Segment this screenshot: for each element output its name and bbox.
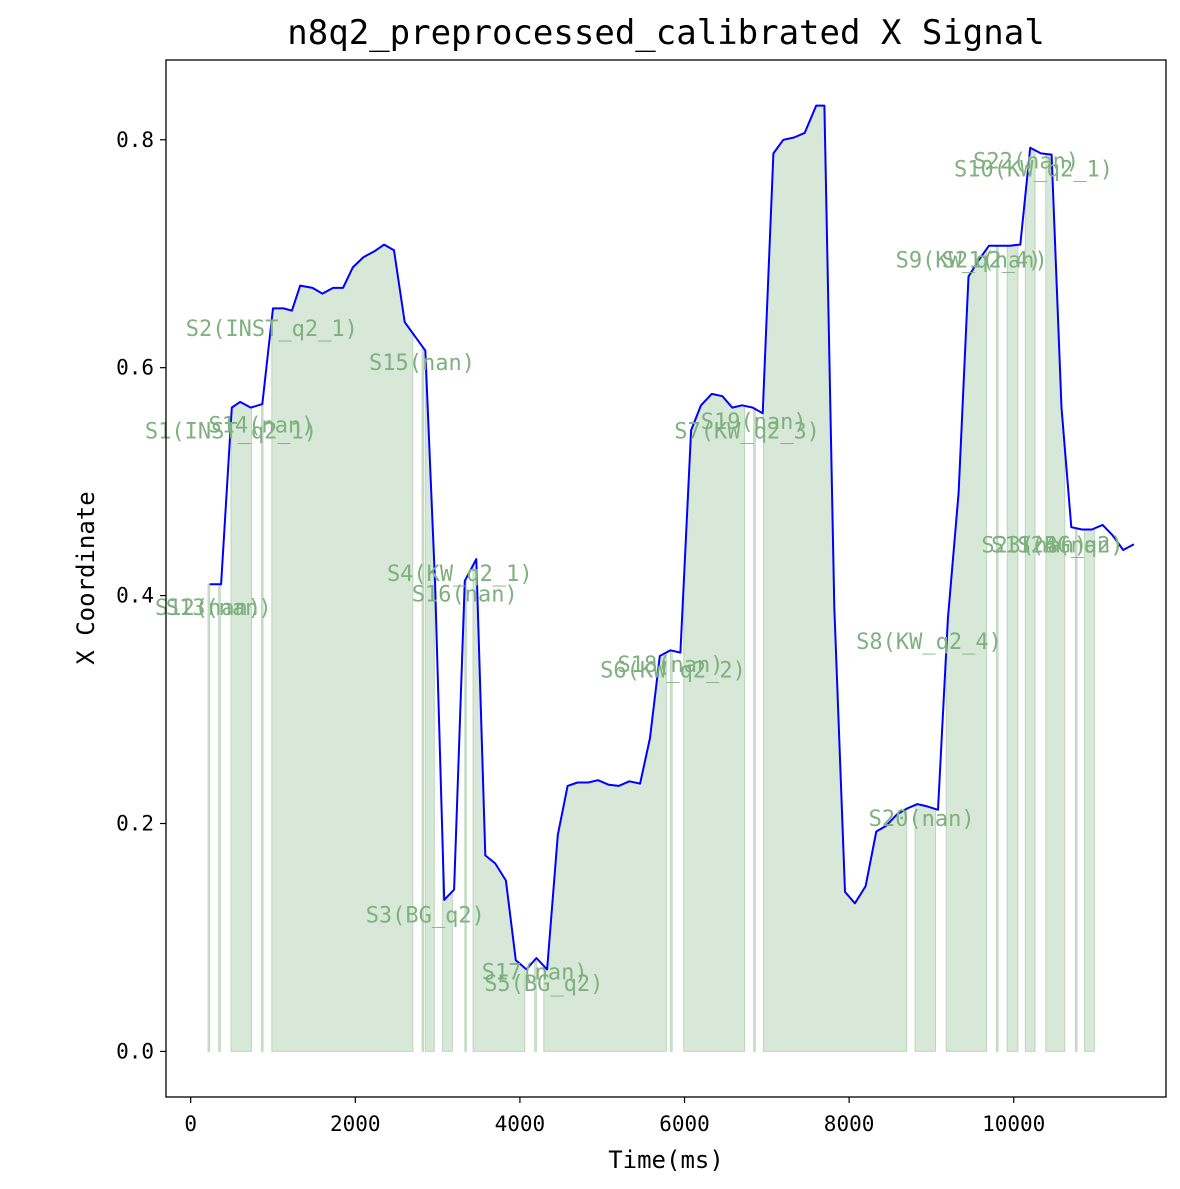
segment-label-3: S3(BG_q2)	[366, 904, 485, 929]
y-tick-label-3: 0.4	[116, 584, 154, 608]
segment-fill-24	[1084, 527, 1095, 1052]
segment-fill-12	[207, 583, 211, 1052]
segment-fill-21	[1024, 146, 1036, 1052]
y-tick-label-1: 0.0	[116, 1039, 154, 1063]
x-tick-label-2: 2000	[330, 1112, 381, 1136]
segment-label-9: S9(KW_q2_4)	[896, 248, 1042, 273]
segment-label-8: S8(KW_q2_4)	[856, 630, 1002, 655]
segment-label-15: S15(nan)	[369, 351, 475, 376]
segment-label-22: S22(nan)	[973, 149, 1079, 174]
segment-label-17: S17(nan)	[482, 961, 588, 986]
segment-label-20: S20(nan)	[869, 807, 975, 832]
segment-label-14: S14(nan)	[209, 414, 315, 439]
segment-fill-9	[914, 803, 936, 1052]
segment-label-7: S7(KW_q2_3)	[674, 419, 820, 444]
segment-fill-16	[464, 577, 467, 1052]
segment-label-2: S2(INST_q2_1)	[186, 317, 358, 342]
segment-fill-1	[230, 401, 253, 1052]
segment-labels: S1(INST_q2_1) S2(INST_q2_1) S3(BG_q2) S4(KW…	[145, 149, 1124, 997]
x-axis-label: Time(ms)	[608, 1146, 724, 1174]
x-tick-label-1: 0	[184, 1112, 197, 1136]
x-tick-label-6: 10000	[982, 1112, 1045, 1136]
segment-label-24: S24(nan)	[1018, 533, 1124, 558]
segment-fill-15	[421, 344, 425, 1052]
x-tick-label-5: 8000	[824, 1112, 875, 1136]
x-tick-label-4: 6000	[659, 1112, 710, 1136]
segment-fill-7	[683, 393, 746, 1052]
segment-fill-13	[218, 583, 221, 1052]
segment-label-19: S19(nan)	[701, 410, 807, 435]
y-tick-label-2: 0.2	[116, 812, 154, 836]
segment-fill-23	[1075, 527, 1078, 1052]
segment-label-21: S21(nan)	[942, 248, 1048, 273]
segment-label-13: S13(nan)	[166, 596, 272, 621]
x-tick-label-3: 4000	[495, 1112, 546, 1136]
signal-line	[209, 104, 1135, 971]
segment-label-4: S4(KW_q2_1)	[387, 562, 533, 587]
segment-fill-19	[753, 407, 756, 1052]
y-tick-label-4: 0.6	[116, 356, 154, 380]
segment-fill-18	[670, 649, 673, 1052]
segment-label-11: S11(BG_q2)	[991, 533, 1123, 558]
segment-fill-11	[1006, 244, 1019, 1052]
segment-fill-14	[261, 396, 264, 1052]
segment-label-5: S5(BG_q2)	[484, 972, 603, 997]
y-axis-label: X Coordinate	[72, 491, 100, 664]
plot-frame	[165, 59, 1167, 1098]
x-axis-ticks: 0 2000 4000 6000 8000 10000	[184, 1097, 1045, 1136]
segment-label-18: S18(nan)	[618, 653, 724, 678]
signal-line-layer	[209, 104, 1135, 971]
segment-label-12: S12(nan)	[155, 596, 261, 621]
segment-label-23: S23(nan)	[981, 533, 1087, 558]
segment-label-10: S10(KW_q2_1)	[954, 157, 1113, 182]
segment-label-6: S6(KW_q2_2)	[600, 659, 746, 684]
segment-label-16: S16(nan)	[412, 582, 518, 607]
y-axis-ticks: 0.0 0.2 0.4 0.6 0.8	[116, 128, 166, 1063]
y-tick-label-5: 0.8	[116, 128, 154, 152]
chart-title: n8q2_preprocessed_calibrated X Signal	[287, 13, 1044, 53]
segment-label-1: S1(INST_q2_1)	[145, 419, 317, 444]
